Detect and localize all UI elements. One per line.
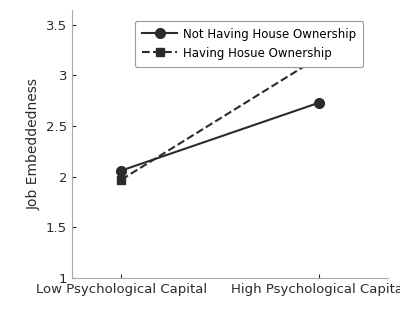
Legend: Not Having House Ownership, Having Hosue Ownership: Not Having House Ownership, Having Hosue…	[135, 21, 363, 67]
Having Hosue Ownership	[316, 55, 321, 59]
Y-axis label: Job Embeddedness: Job Embeddedness	[26, 78, 40, 210]
Line: Not Having House Ownership: Not Having House Ownership	[116, 98, 324, 175]
Not Having House Ownership	[316, 101, 321, 105]
Having Hosue Ownership	[119, 178, 124, 182]
Line: Having Hosue Ownership: Having Hosue Ownership	[117, 53, 323, 184]
Not Having House Ownership	[119, 169, 124, 172]
